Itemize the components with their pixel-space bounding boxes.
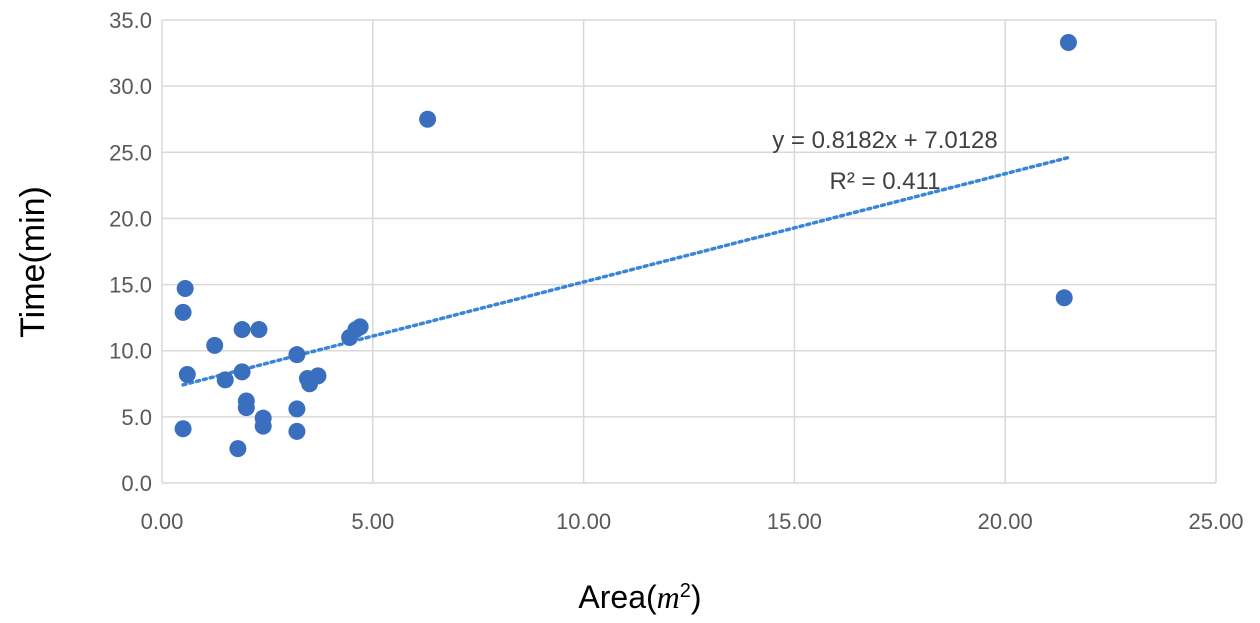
data-point <box>216 371 234 389</box>
data-point <box>1055 289 1073 307</box>
y-tick-label: 5.0 <box>121 405 152 430</box>
data-point <box>309 367 327 385</box>
x-axis-title-exponent: 2 <box>680 580 691 602</box>
data-point <box>233 321 251 339</box>
y-tick-label: 30.0 <box>109 74 152 99</box>
y-tick-label: 10.0 <box>109 339 152 364</box>
data-point <box>206 336 224 354</box>
x-tick-labels: 0.00 5.00 10.00 15.00 20.00 25.00 <box>141 509 1244 534</box>
trendline-equation: y = 0.8182x + 7.0128 <box>772 127 998 154</box>
data-point <box>351 318 369 336</box>
x-tick-label: 10.00 <box>556 509 611 534</box>
x-axis-title-prefix: Area( <box>578 579 657 615</box>
data-point <box>1059 33 1077 51</box>
y-tick-label: 25.0 <box>109 140 152 165</box>
data-point <box>178 366 196 384</box>
y-tick-labels: 0.0 5.0 10.0 15.0 20.0 25.0 30.0 35.0 <box>109 8 152 496</box>
x-axis-title: Area(m2) <box>578 579 701 615</box>
data-point <box>237 399 255 417</box>
y-tick-label: 15.0 <box>109 273 152 298</box>
data-point <box>288 400 306 418</box>
data-point <box>288 422 306 440</box>
data-point <box>288 346 306 364</box>
data-point <box>229 440 247 458</box>
y-tick-label: 0.0 <box>121 471 152 496</box>
y-tick-label: 20.0 <box>109 206 152 231</box>
data-point <box>176 280 194 298</box>
data-point <box>419 110 437 128</box>
grid-lines <box>161 19 1217 484</box>
y-tick-label: 35.0 <box>109 8 152 33</box>
data-point <box>174 303 192 321</box>
data-point <box>174 420 192 438</box>
data-points <box>174 33 1077 458</box>
data-point <box>254 417 272 435</box>
x-tick-label: 5.00 <box>351 509 394 534</box>
trendline <box>181 155 1071 387</box>
x-tick-label: 0.00 <box>141 509 184 534</box>
x-tick-label: 20.00 <box>978 509 1033 534</box>
x-tick-label: 15.00 <box>767 509 822 534</box>
x-tick-label: 25.00 <box>1188 509 1243 534</box>
data-point <box>250 321 268 339</box>
x-axis-title-suffix: ) <box>691 579 702 615</box>
data-point <box>233 363 251 381</box>
trendline-r2: R² = 0.411 <box>830 168 941 195</box>
x-axis-title-variable: m <box>657 579 680 615</box>
y-axis-title: Time(min) <box>14 186 52 338</box>
